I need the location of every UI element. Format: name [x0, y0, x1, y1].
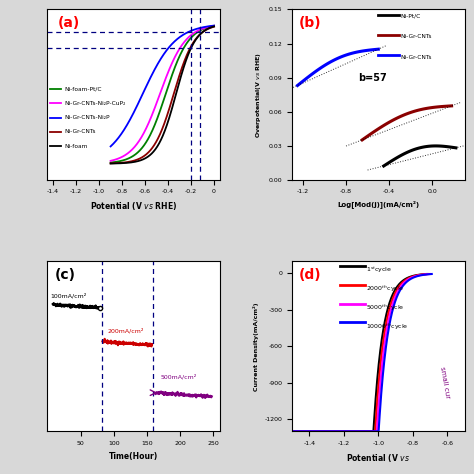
Text: b=57: b=57: [358, 73, 386, 83]
Text: Ni-Gr-CNTs-Ni₂P-CuP₂: Ni-Gr-CNTs-Ni₂P-CuP₂: [64, 101, 126, 106]
Y-axis label: Overpotential(V $\it{vs}$ RHE): Overpotential(V $\it{vs}$ RHE): [254, 52, 263, 137]
Text: 100mA/cm²: 100mA/cm²: [51, 292, 87, 298]
Text: Ni-Pt/C: Ni-Pt/C: [401, 14, 421, 19]
Text: Ni-Gr-CNTs: Ni-Gr-CNTs: [64, 129, 96, 135]
Text: (c): (c): [55, 268, 75, 282]
Text: Ni-Gr-CNTs: Ni-Gr-CNTs: [401, 55, 432, 60]
X-axis label: Potential (V $\it{vs}$ RHE): Potential (V $\it{vs}$ RHE): [90, 200, 177, 212]
Text: small cur: small cur: [439, 366, 450, 399]
Text: Ni-foam: Ni-foam: [64, 144, 88, 149]
Text: 500mA/cm²: 500mA/cm²: [160, 374, 196, 380]
Text: (a): (a): [58, 16, 80, 30]
Text: Ni-Gr-CNTs-Ni₂P: Ni-Gr-CNTs-Ni₂P: [64, 115, 110, 120]
Text: Ni-foam-Pt/C: Ni-foam-Pt/C: [64, 86, 102, 91]
Text: 5000$^{th}$cycle: 5000$^{th}$cycle: [366, 303, 405, 313]
X-axis label: Log[Mod(j)](mA/cm²): Log[Mod(j)](mA/cm²): [337, 200, 419, 208]
Text: 2000$^{th}$cycle: 2000$^{th}$cycle: [366, 284, 405, 294]
Y-axis label: Current Density(mA/cm²): Current Density(mA/cm²): [253, 302, 259, 391]
Text: 10000$^{th}$cycle: 10000$^{th}$cycle: [366, 322, 409, 332]
Text: 1$^{st}$cycle: 1$^{st}$cycle: [366, 265, 392, 275]
Text: 200mA/cm²: 200mA/cm²: [107, 328, 144, 334]
Text: (b): (b): [299, 16, 322, 30]
Text: Ni-Gr-CNTs: Ni-Gr-CNTs: [401, 34, 432, 39]
X-axis label: Potential (V $\it{vs}$: Potential (V $\it{vs}$: [346, 452, 410, 464]
Text: (d): (d): [299, 268, 322, 282]
X-axis label: Time(Hour): Time(Hour): [109, 452, 158, 461]
